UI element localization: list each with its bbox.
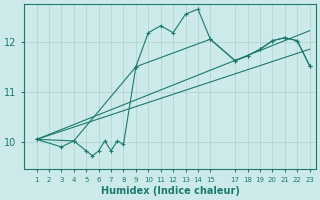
X-axis label: Humidex (Indice chaleur): Humidex (Indice chaleur) bbox=[100, 186, 239, 196]
